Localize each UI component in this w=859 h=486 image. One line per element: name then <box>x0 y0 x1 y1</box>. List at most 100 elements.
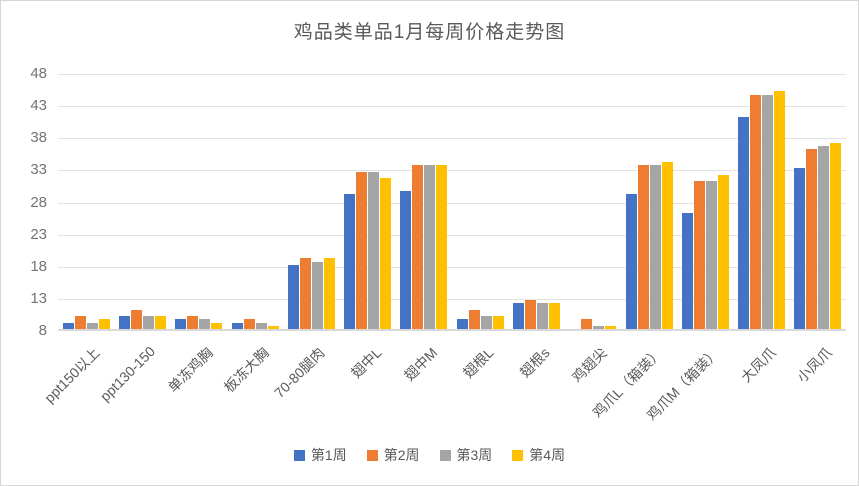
bar-第2周-鸡翅尖 <box>581 319 593 329</box>
bar-第3周-翅中M <box>424 165 436 329</box>
x-axis-category-label: 70-80腿肉 <box>271 344 329 401</box>
x-axis-category-label: ppt130-150 <box>96 343 158 405</box>
legend-color-swatch-icon <box>293 449 305 461</box>
bar-第2周-70-80腿肉 <box>299 258 311 329</box>
bar-第2周-ppt130-150 <box>130 309 142 329</box>
bar-第2周-鸡爪M（箱装） <box>693 181 705 329</box>
bar-第2周-ppt150以上 <box>74 316 86 329</box>
x-axis-category-label: 翅中L <box>347 344 385 382</box>
gridline <box>58 74 846 75</box>
bar-第4周-翅根s <box>548 303 560 329</box>
bar-第3周-大凤爪 <box>762 94 774 329</box>
bar-第2周-翅中M <box>412 165 424 329</box>
y-axis-tick-label: 28 <box>30 193 47 211</box>
legend: 第1周 第2周 第3周 第4周 <box>1 445 858 465</box>
bar-第3周-鸡爪M（箱装） <box>705 181 717 329</box>
y-axis-tick-label: 18 <box>30 257 47 275</box>
gridline <box>58 266 846 268</box>
bar-第3周-ppt130-150 <box>142 316 154 329</box>
bar-第1周-翅中L <box>344 194 356 329</box>
y-axis-tick-label: 38 <box>30 129 47 147</box>
x-axis-category-label: 单冻鸡胸 <box>164 344 216 396</box>
bar-第4周-翅根L <box>492 316 504 329</box>
legend-label: 第3周 <box>456 447 493 463</box>
bar-第1周-ppt130-150 <box>118 316 130 329</box>
bar-第1周-翅根s <box>512 303 524 329</box>
y-axis-tick-label: 48 <box>30 65 47 82</box>
gridline <box>58 138 846 140</box>
legend-label: 第2周 <box>383 447 420 463</box>
bar-第1周-板冻大胸 <box>231 322 243 329</box>
legend-item-第1周: 第1周 <box>293 445 347 465</box>
bar-第3周-ppt150以上 <box>86 322 98 329</box>
bar-第1周-鸡爪L（箱装） <box>625 194 637 329</box>
x-axis-category-label: 板冻大胸 <box>220 344 272 396</box>
bar-第1周-大凤爪 <box>738 116 750 329</box>
bar-第2周-鸡爪L（箱装） <box>637 165 649 329</box>
x-axis-category-label: 翅根L <box>460 344 497 382</box>
y-axis-tick-label: 23 <box>30 225 47 243</box>
bar-第4周-单冻鸡胸 <box>211 322 223 329</box>
legend-item-第3周: 第3周 <box>439 445 493 465</box>
bar-第3周-翅根s <box>536 303 548 329</box>
bar-第1周-小凤爪 <box>794 168 806 329</box>
y-axis-tick-label: 33 <box>30 161 47 179</box>
bar-第3周-板冻大胸 <box>255 322 267 329</box>
legend-label: 第1周 <box>310 447 347 463</box>
bar-第4周-ppt130-150 <box>154 316 166 329</box>
x-axis-category-label: 小凤爪 <box>793 344 835 386</box>
bar-第4周-鸡翅尖 <box>605 325 617 329</box>
bar-第3周-70-80腿肉 <box>311 261 323 329</box>
bar-第2周-板冻大胸 <box>243 319 255 329</box>
bar-第1周-单冻鸡胸 <box>175 319 187 329</box>
x-axis-category-label: 鸡翅尖 <box>568 344 610 386</box>
bar-第4周-鸡爪M（箱装） <box>717 174 729 329</box>
bar-第4周-ppt150以上 <box>98 319 110 329</box>
y-axis-tick-label: 43 <box>30 97 47 115</box>
bar-第3周-翅中L <box>368 171 380 329</box>
bar-第2周-翅中L <box>356 171 368 329</box>
bar-第3周-翅根L <box>480 316 492 329</box>
x-axis-category-label: 翅中M <box>401 344 441 384</box>
legend-item-第2周: 第2周 <box>366 445 420 465</box>
bar-第4周-小凤爪 <box>830 142 842 329</box>
bar-第2周-翅根L <box>468 309 480 329</box>
legend-color-swatch-icon <box>512 449 524 461</box>
legend-color-swatch-icon <box>366 449 378 461</box>
gridline <box>58 106 846 108</box>
legend-color-swatch-icon <box>439 449 451 461</box>
gridline <box>58 202 846 204</box>
bar-第1周-翅中M <box>400 190 412 329</box>
y-axis-tick-label: 13 <box>30 289 47 307</box>
bar-第1周-70-80腿肉 <box>287 264 299 329</box>
bar-第2周-单冻鸡胸 <box>187 316 199 329</box>
x-axis-category-label: 翅根s <box>517 344 554 381</box>
gridline <box>58 170 846 172</box>
bar-第4周-翅中L <box>380 178 392 329</box>
bar-第2周-翅根s <box>524 300 536 329</box>
x-axis-category-label: ppt150以上 <box>41 344 103 406</box>
bar-第4周-翅中M <box>436 165 448 329</box>
bar-第3周-单冻鸡胸 <box>199 319 211 329</box>
bar-第4周-70-80腿肉 <box>323 258 335 329</box>
bar-第3周-鸡爪L（箱装） <box>649 165 661 329</box>
legend-item-第4周: 第4周 <box>512 445 565 465</box>
plot-area <box>58 74 846 331</box>
bar-第4周-大凤爪 <box>774 91 786 329</box>
bar-第1周-翅根L <box>456 319 468 329</box>
gridline <box>58 234 846 236</box>
chart-title: 鸡品类单品1月每周价格走势图 <box>293 22 566 43</box>
bar-第3周-小凤爪 <box>818 145 830 329</box>
bar-第3周-鸡翅尖 <box>593 325 605 329</box>
bar-第1周-鸡爪M（箱装） <box>681 213 693 329</box>
bar-第1周-ppt150以上 <box>62 322 74 329</box>
gridline <box>58 298 846 300</box>
legend-label: 第4周 <box>529 447 566 463</box>
bar-第2周-小凤爪 <box>806 149 818 329</box>
bar-第2周-大凤爪 <box>750 94 762 329</box>
bar-第4周-板冻大胸 <box>267 325 279 329</box>
x-axis-category-label: 大凤爪 <box>737 344 779 386</box>
y-axis-tick-label: 8 <box>38 322 47 339</box>
bar-第4周-鸡爪L（箱装） <box>661 161 673 329</box>
